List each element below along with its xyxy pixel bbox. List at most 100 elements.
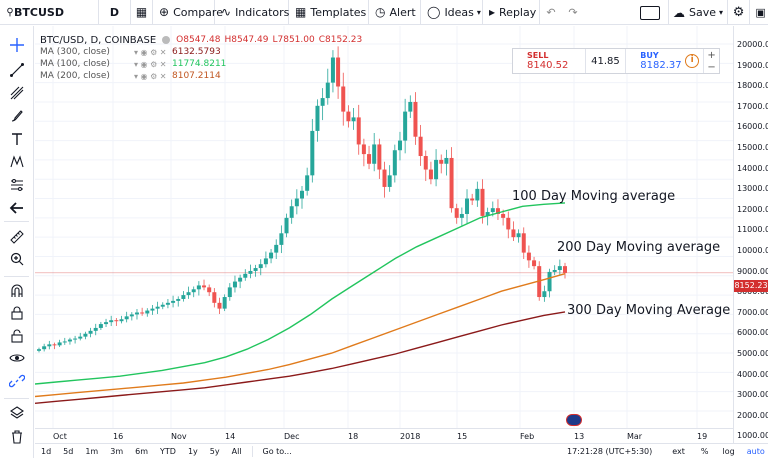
auto-toggle[interactable]: auto <box>746 447 765 456</box>
candle-body[interactable] <box>372 144 377 164</box>
candle-body[interactable] <box>67 339 72 342</box>
candle-body[interactable] <box>459 213 464 218</box>
candle-body[interactable] <box>480 188 485 216</box>
range-button[interactable]: All <box>231 446 242 456</box>
link-tool[interactable] <box>0 370 33 392</box>
candle-body[interactable] <box>490 208 495 213</box>
layers-tool[interactable] <box>0 402 33 424</box>
candle-body[interactable] <box>52 344 57 346</box>
candle-body[interactable] <box>42 346 47 350</box>
legend-ma-row[interactable]: MA (300, close) ▾ ◉ ⚙ ✕ 6132.5793 <box>40 46 362 58</box>
candle-body[interactable] <box>470 198 475 201</box>
candle-body[interactable] <box>439 159 444 164</box>
candle-body[interactable] <box>495 208 500 214</box>
candle-body[interactable] <box>485 212 490 216</box>
candle-body[interactable] <box>98 324 103 328</box>
range-button[interactable]: 6m <box>135 446 149 456</box>
crosshair-tool[interactable] <box>0 34 33 56</box>
range-button[interactable]: 1d <box>41 446 52 456</box>
candle-body[interactable] <box>387 175 392 187</box>
candle-body[interactable] <box>243 273 248 278</box>
plus-button[interactable]: + <box>707 49 716 61</box>
candle-body[interactable] <box>521 233 526 253</box>
candle-body[interactable] <box>552 269 557 272</box>
candle-body[interactable] <box>506 217 511 230</box>
candle-body[interactable] <box>150 308 155 311</box>
ma-controls[interactable]: ▾ ◉ ⚙ ✕ <box>134 47 167 57</box>
candle-body[interactable] <box>114 320 119 322</box>
clock-readout[interactable]: 17:21:28 (UTC+5:30) <box>567 447 653 456</box>
candle-body[interactable] <box>176 298 181 301</box>
candle-body[interactable] <box>93 327 98 331</box>
fullscreen-button[interactable] <box>640 5 660 20</box>
ma300-line[interactable] <box>35 311 566 404</box>
candle-body[interactable] <box>377 144 382 170</box>
candle-body[interactable] <box>88 330 93 334</box>
candle-body[interactable] <box>222 297 227 309</box>
ma200-line[interactable] <box>35 273 566 398</box>
candle-body[interactable] <box>320 98 325 106</box>
candle-body[interactable] <box>191 289 196 293</box>
candle-body[interactable] <box>165 302 170 305</box>
candle-body[interactable] <box>341 86 346 112</box>
candle-body[interactable] <box>501 213 506 218</box>
candle-body[interactable] <box>78 336 83 339</box>
candle-body[interactable] <box>119 319 124 322</box>
ideas-button[interactable]: ◯ Ideas ▾ <box>421 0 483 25</box>
buy-button[interactable]: BUY 8182.37 <box>625 49 682 73</box>
visibility-tool[interactable] <box>0 347 33 369</box>
candle-body[interactable] <box>181 295 186 299</box>
lock-drawings-tool[interactable] <box>0 302 33 324</box>
range-button[interactable]: 5y <box>209 446 220 456</box>
candle-body[interactable] <box>397 140 402 151</box>
candle-body[interactable] <box>186 292 191 296</box>
percent-toggle[interactable]: % <box>700 447 709 456</box>
chart-pane[interactable] <box>35 26 733 442</box>
candle-body[interactable] <box>279 233 284 245</box>
candle-body[interactable] <box>289 206 294 218</box>
pattern-tool[interactable] <box>0 151 33 173</box>
prediction-tool[interactable] <box>0 174 33 196</box>
candle-body[interactable] <box>465 198 470 214</box>
templates-button[interactable]: ▦ Templates <box>289 0 369 25</box>
candle-body[interactable] <box>392 150 397 176</box>
minus-button[interactable]: − <box>707 61 716 73</box>
candle-body[interactable] <box>109 320 114 323</box>
interval-button[interactable]: D <box>99 0 131 25</box>
candle-body[interactable] <box>325 82 330 99</box>
candle-body[interactable] <box>258 264 263 269</box>
symbol-search[interactable]: ⚲ BTCUSD <box>0 0 99 25</box>
redo-button[interactable]: ↷ <box>562 0 584 25</box>
price-chart[interactable] <box>35 26 733 442</box>
candle-body[interactable] <box>217 302 222 309</box>
candle-body[interactable] <box>475 188 480 201</box>
candle-body[interactable] <box>62 341 67 343</box>
candle-body[interactable] <box>305 175 310 191</box>
candle-body[interactable] <box>526 252 531 261</box>
candle-body[interactable] <box>104 322 109 325</box>
candle-body[interactable] <box>336 57 341 87</box>
undo-button[interactable]: ↶ <box>540 0 562 25</box>
brush-tool[interactable] <box>0 105 33 127</box>
candle-body[interactable] <box>196 285 201 290</box>
compare-button[interactable]: ⊕ Compare <box>153 0 223 25</box>
candle-body[interactable] <box>449 157 454 209</box>
candle-body[interactable] <box>134 312 139 315</box>
candle-body[interactable] <box>542 291 547 298</box>
measure-tool[interactable] <box>0 226 33 248</box>
candle-body[interactable] <box>140 312 145 314</box>
candle-body[interactable] <box>346 111 351 122</box>
candle-body[interactable] <box>382 169 387 187</box>
text-tool[interactable] <box>0 128 33 150</box>
candle-body[interactable] <box>315 105 320 131</box>
candle-body[interactable] <box>248 270 253 274</box>
candle-body[interactable] <box>434 159 439 180</box>
event-flag-icon[interactable] <box>566 414 582 426</box>
candle-body[interactable] <box>73 338 78 340</box>
candle-body[interactable] <box>238 277 243 282</box>
candle-body[interactable] <box>202 285 207 288</box>
replay-button[interactable]: ▸ Replay <box>483 0 540 25</box>
legend-ma-row[interactable]: MA (200, close) ▾ ◉ ⚙ ✕ 8107.2114 <box>40 70 362 82</box>
log-toggle[interactable]: log <box>722 447 735 456</box>
candle-body[interactable] <box>367 154 372 164</box>
